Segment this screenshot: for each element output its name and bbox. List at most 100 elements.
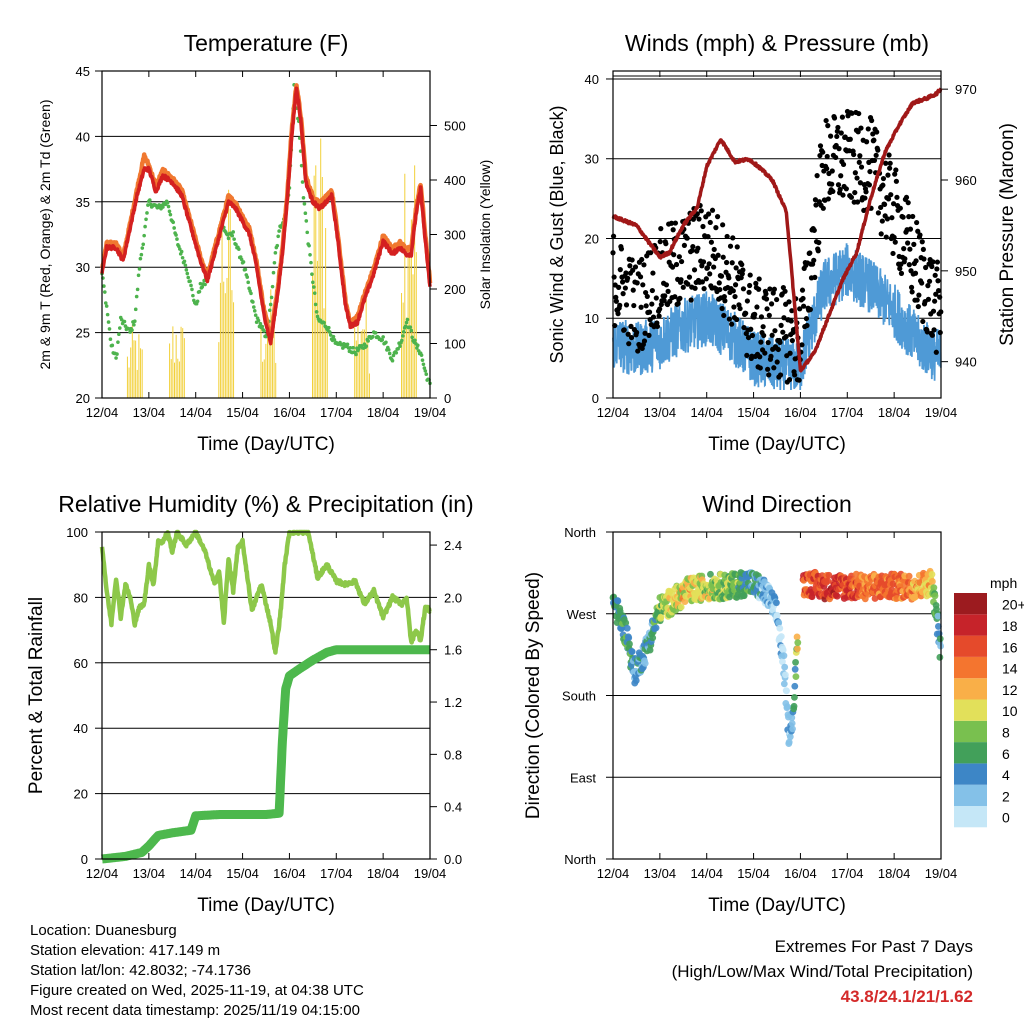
gust-point [869, 117, 875, 124]
gust-point [634, 280, 640, 286]
x-tick-label: 14/04 [690, 866, 723, 881]
x-tick-label: 12/04 [86, 405, 119, 420]
dewpoint-point [260, 324, 265, 329]
gust-point [677, 295, 683, 301]
gust-point [855, 129, 861, 135]
colorbar-label: 10 [1002, 703, 1018, 719]
y-tick-right-label: 1.2 [444, 695, 462, 710]
gust-point [724, 233, 730, 240]
direction-point [934, 623, 942, 630]
gust-point [709, 207, 716, 213]
direction-point [788, 720, 796, 727]
dewpoint-point [404, 320, 409, 325]
colorbar-label: 18 [1002, 618, 1018, 634]
gust-point [673, 261, 680, 268]
gust-point [734, 316, 740, 323]
gust-point [823, 117, 829, 124]
gust-point [800, 295, 806, 302]
dewpoint-point [230, 233, 235, 238]
gust-point [747, 272, 753, 278]
gust-point [686, 274, 693, 280]
colorbar-title: mph [990, 575, 1017, 591]
dewpoint-point [408, 325, 413, 329]
dewpoint-point [258, 321, 263, 326]
dewpoint-point [394, 350, 399, 355]
chart-title-3: Wind Direction [702, 491, 852, 517]
gust-point [891, 234, 897, 240]
direction-point [791, 682, 799, 690]
gust-point [640, 282, 646, 288]
gust-point [812, 197, 819, 203]
gust-point [689, 247, 695, 254]
gust-point [783, 333, 789, 340]
direction-point [681, 598, 689, 606]
gust-point [903, 194, 910, 201]
x-tick-label: 12/04 [597, 866, 630, 881]
gust-point [662, 293, 668, 299]
gust-point [888, 192, 894, 198]
dewpoint-point [117, 332, 121, 337]
gust-point [847, 136, 853, 142]
rainfall-line [98, 645, 434, 864]
gust-point [816, 239, 822, 246]
dewpoint-point [277, 229, 281, 233]
dewpoint-point [398, 344, 402, 349]
dewpoint-point [191, 293, 195, 298]
recent-text: Most recent data timestamp: 2025/11/19 0… [30, 1002, 360, 1019]
colorbar-swatch [954, 742, 987, 764]
gust-point [937, 329, 943, 336]
chart-title-0: Temperature (F) [184, 30, 349, 56]
colorbar-label: 0 [1002, 810, 1010, 826]
direction-point [785, 738, 793, 746]
y-tick-label: North [564, 852, 596, 867]
y-tick-right-label: 970 [955, 82, 977, 97]
gust-point [900, 214, 906, 220]
gust-point [771, 365, 777, 371]
direction-point [707, 570, 714, 578]
gust-point [729, 260, 735, 266]
gust-point [657, 306, 663, 312]
gust-point [628, 323, 634, 329]
gust-point [634, 329, 640, 336]
direction-point [928, 570, 936, 578]
gust-point [692, 285, 698, 291]
direction-point [779, 646, 787, 654]
gust-point [722, 298, 728, 304]
gust-point [883, 160, 889, 166]
gust-point [646, 309, 653, 315]
gust-point [696, 216, 702, 222]
dewpoint-point [103, 290, 107, 294]
direction-point [936, 635, 944, 643]
gust-point [670, 227, 676, 233]
y-tick-right-label: 2.0 [444, 590, 462, 605]
gust-point [643, 289, 649, 296]
x-tick-label: 15/04 [737, 405, 770, 420]
gust-point [678, 277, 684, 283]
gust-point [856, 110, 862, 117]
direction-point [793, 633, 801, 641]
gust-point [730, 288, 736, 294]
gust-point [919, 239, 925, 245]
gust-point [898, 270, 905, 276]
gust-point [929, 332, 935, 338]
gust-point [721, 294, 727, 300]
gust-point [672, 294, 678, 300]
gust-point [714, 214, 721, 220]
gust-point [863, 189, 869, 195]
y-tick-label: 20 [585, 231, 599, 246]
y-tick-label: 20 [76, 391, 90, 406]
colorbar-label: 20+ [1002, 597, 1024, 613]
direction-point [930, 584, 938, 592]
y-tick-right-label: 200 [444, 282, 466, 297]
gust-point [875, 210, 881, 216]
gust-point [786, 377, 793, 383]
gust-point [921, 256, 927, 262]
dewpoint-point [252, 309, 257, 313]
dewpoint-point [166, 204, 171, 209]
dewpoint-point [171, 220, 176, 225]
gust-point [700, 259, 707, 265]
direction-point [789, 725, 796, 733]
dewpoint-point [251, 300, 255, 304]
dewpoint-point [327, 330, 332, 334]
